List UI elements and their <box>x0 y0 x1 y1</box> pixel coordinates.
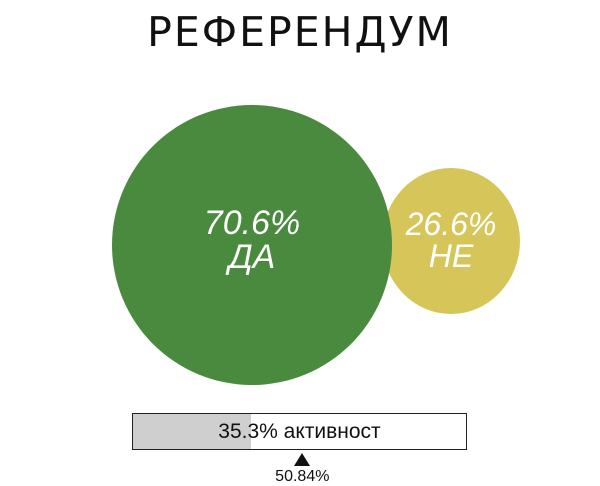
no-name: НЕ <box>428 238 474 274</box>
chart-title: РЕФЕРЕНДУМ <box>147 8 453 56</box>
bubble-yes <box>112 105 392 385</box>
bubble-yes-label: 70.6% ДА <box>112 206 392 274</box>
threshold-marker-icon <box>294 453 311 466</box>
yes-percent: 70.6% <box>203 204 301 242</box>
turnout-bar-fill <box>133 414 252 449</box>
yes-name: ДА <box>228 238 276 276</box>
threshold-label: 50.84% <box>275 468 330 485</box>
bubble-no <box>382 168 520 314</box>
no-percent: 26.6% <box>405 206 497 242</box>
bubble-no-label: 26.6% НЕ <box>389 208 513 272</box>
turnout-bar: 35.3% активност <box>132 413 467 450</box>
turnout-label: 35.3% активност <box>218 419 381 443</box>
